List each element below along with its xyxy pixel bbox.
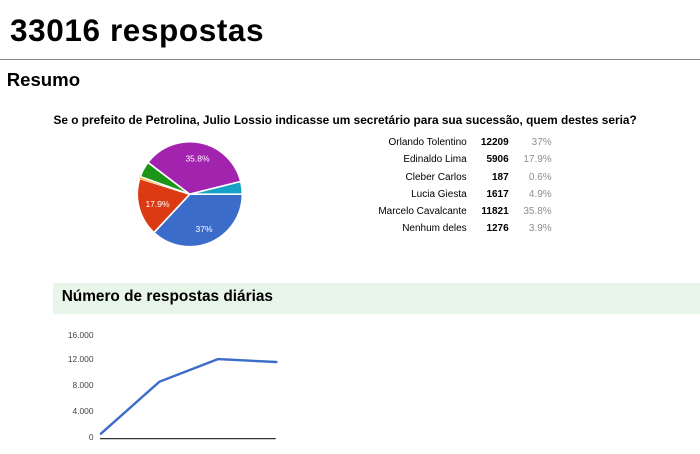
svg-text:12.000: 12.000: [68, 354, 94, 364]
svg-text:17.9%: 17.9%: [145, 199, 170, 209]
svg-text:37%: 37%: [195, 224, 212, 234]
svg-text:35.8%: 35.8%: [185, 154, 210, 164]
svg-text:4.000: 4.000: [73, 406, 94, 416]
svg-text:8.000: 8.000: [73, 380, 94, 390]
svg-text:16.000: 16.000: [68, 330, 94, 340]
svg-text:0: 0: [89, 432, 94, 442]
